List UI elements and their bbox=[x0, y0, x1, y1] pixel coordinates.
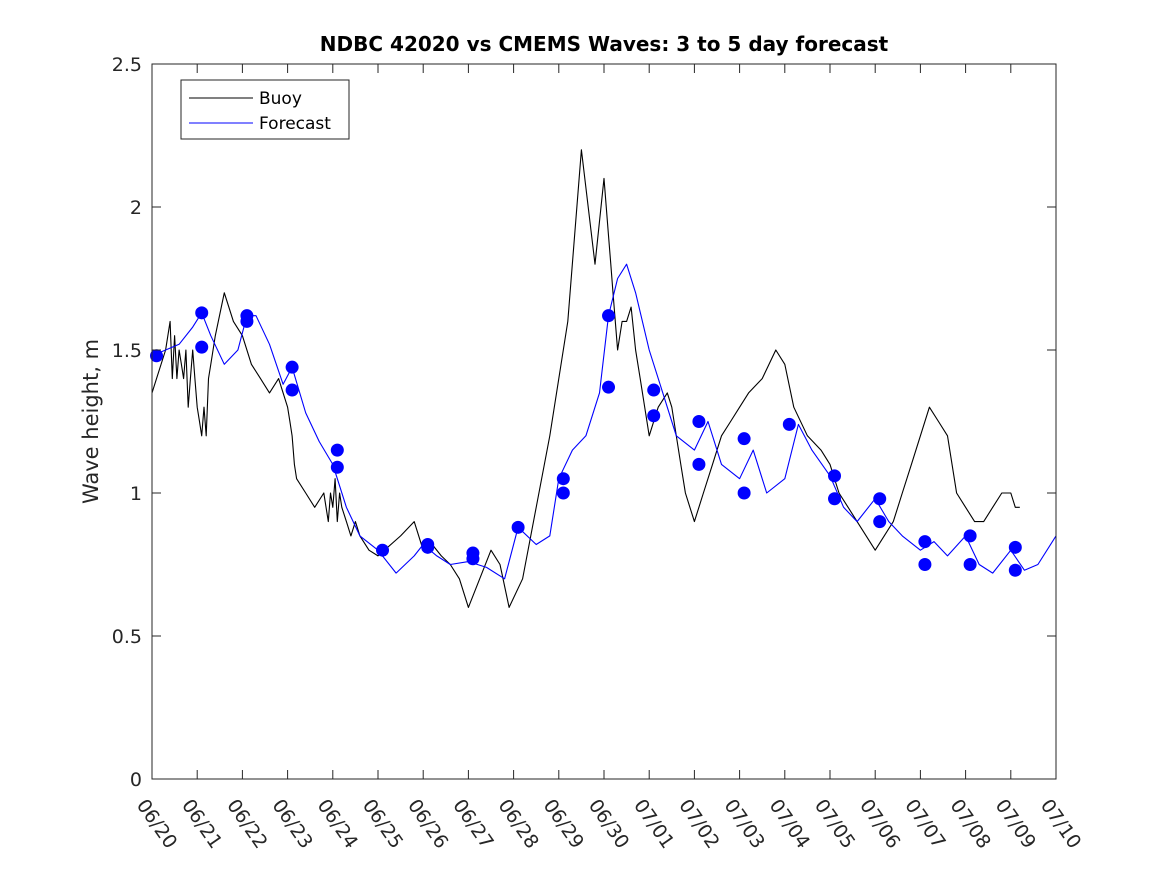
forecast-marker bbox=[963, 529, 977, 543]
series-layer bbox=[151, 149, 1057, 608]
plot-area bbox=[152, 64, 1056, 779]
forecast-marker bbox=[1008, 540, 1022, 554]
forecast-marker bbox=[150, 349, 164, 363]
forecast-marker bbox=[828, 492, 842, 506]
y-tick-label: 0 bbox=[130, 769, 142, 791]
forecast-marker bbox=[195, 306, 209, 320]
forecast-marker bbox=[692, 415, 706, 428]
legend-label-buoy: Buoy bbox=[259, 89, 302, 109]
y-tick-label: 1 bbox=[130, 483, 142, 505]
forecast-marker bbox=[285, 383, 299, 397]
forecast-marker bbox=[737, 432, 751, 446]
series-line-buoy bbox=[151, 149, 1020, 608]
forecast-marker bbox=[466, 552, 480, 566]
forecast-marker bbox=[737, 486, 751, 500]
marker-layer bbox=[150, 306, 1022, 577]
forecast-marker bbox=[556, 472, 570, 486]
y-tick-label: 0.5 bbox=[112, 626, 142, 648]
forecast-marker bbox=[195, 340, 209, 354]
forecast-marker bbox=[1008, 563, 1022, 577]
forecast-marker bbox=[511, 520, 525, 534]
forecast-marker bbox=[963, 558, 977, 571]
series-line-forecast bbox=[151, 263, 1057, 580]
forecast-marker bbox=[602, 380, 616, 394]
forecast-marker bbox=[782, 417, 796, 431]
forecast-marker bbox=[647, 409, 661, 423]
legend-box bbox=[180, 79, 350, 140]
forecast-marker bbox=[240, 314, 254, 328]
forecast-marker bbox=[330, 443, 344, 457]
forecast-marker bbox=[285, 360, 299, 374]
y-tick-label: 2.5 bbox=[112, 54, 142, 76]
forecast-marker bbox=[330, 460, 344, 474]
y-axis-label: Wave height, m bbox=[79, 339, 103, 504]
forecast-marker bbox=[828, 469, 842, 483]
forecast-marker bbox=[647, 383, 661, 397]
chart-title: NDBC 42020 vs CMEMS Waves: 3 to 5 day fo… bbox=[320, 32, 889, 56]
forecast-marker bbox=[602, 309, 616, 323]
y-tick-label: 2 bbox=[130, 197, 142, 219]
forecast-marker bbox=[873, 515, 887, 529]
forecast-marker bbox=[376, 543, 390, 557]
forecast-marker bbox=[692, 457, 706, 471]
forecast-marker bbox=[918, 558, 932, 571]
legend: Buoy Forecast bbox=[180, 79, 350, 140]
forecast-marker bbox=[421, 540, 435, 554]
forecast-marker bbox=[873, 492, 887, 506]
forecast-marker bbox=[918, 535, 932, 549]
y-tick-label: 1.5 bbox=[112, 340, 142, 362]
legend-label-forecast: Forecast bbox=[259, 114, 331, 134]
forecast-marker bbox=[556, 486, 570, 500]
